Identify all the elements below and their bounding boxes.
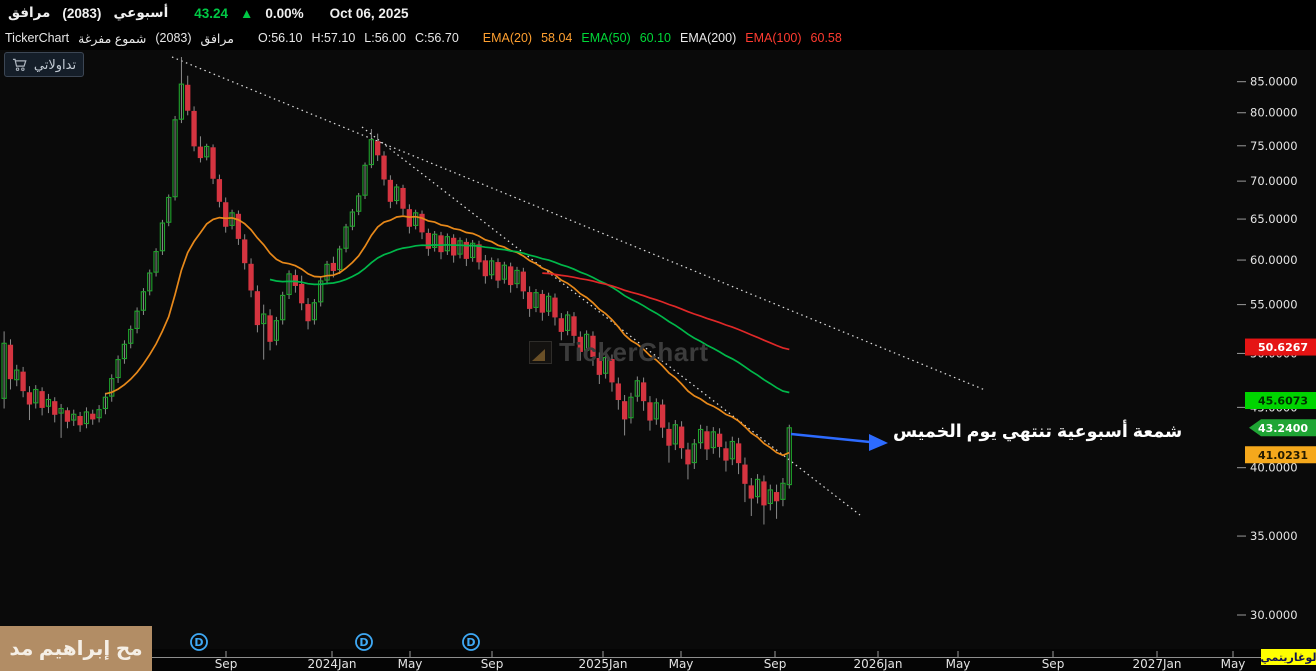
last-price: 43.24	[194, 5, 228, 21]
ema20-value: 58.04	[541, 31, 573, 45]
info-bar: TickerChart شموع مفرغة (2083) مرافق O:56…	[0, 26, 1316, 50]
change-percent: 0.00%	[265, 5, 304, 21]
ema-100-line	[542, 272, 790, 351]
svg-text:2025Jan: 2025Jan	[578, 657, 627, 671]
trendlines	[171, 56, 986, 516]
svg-text:60.0000: 60.0000	[1250, 253, 1298, 267]
svg-text:65.0000: 65.0000	[1250, 212, 1298, 226]
svg-text:2026Jan: 2026Jan	[853, 657, 902, 671]
svg-text:Sep: Sep	[1042, 657, 1065, 671]
svg-text:30.0000: 30.0000	[1250, 608, 1298, 622]
ema-20-line	[105, 215, 790, 457]
svg-text:2024Jan: 2024Jan	[307, 657, 356, 671]
svg-text:May: May	[669, 657, 694, 671]
ema20-label: EMA(20)	[482, 31, 533, 45]
ema100-label: EMA(100)	[745, 31, 802, 45]
symbol-name: مرافق	[8, 5, 51, 20]
candle-type-label: شموع مفرغة	[78, 31, 147, 46]
candle-annotation-text: شمعة أسبوعية تنتهي يوم الخميس	[893, 421, 1183, 441]
svg-text:40.0000: 40.0000	[1250, 461, 1298, 475]
svg-text:D: D	[359, 636, 368, 649]
price-tags: 50.6267 45.6073 43.2400 41.0231	[1245, 338, 1316, 464]
svg-text:45.6073: 45.6073	[1258, 395, 1308, 408]
annotation-arrow	[790, 432, 888, 451]
x-axis-strip	[0, 649, 1316, 671]
svg-text:May: May	[1221, 657, 1246, 671]
svg-text:May: May	[946, 657, 971, 671]
svg-text:Sep: Sep	[764, 657, 787, 671]
timeframe-label[interactable]: أسبوعي	[113, 5, 169, 20]
up-arrow-icon: ▲	[240, 5, 254, 21]
symbol-code: (2083)	[155, 31, 192, 45]
svg-text:May: May	[398, 657, 423, 671]
ema-50-line	[269, 243, 790, 394]
svg-text:Sep: Sep	[215, 657, 238, 671]
svg-text:2027Jan: 2027Jan	[1132, 657, 1181, 671]
user-watermark: مح إبراهيم مد	[0, 626, 152, 671]
quote-date: Oct 06, 2025	[329, 5, 409, 21]
high-value: H:57.10	[311, 31, 356, 45]
svg-text:80.0000: 80.0000	[1250, 106, 1298, 120]
svg-text:50.6267: 50.6267	[1258, 341, 1308, 354]
ema100-value: 60.58	[810, 31, 842, 45]
brand-label: TickerChart	[5, 31, 70, 45]
svg-text:41.0231: 41.0231	[1258, 449, 1308, 462]
low-value: L:56.00	[364, 31, 406, 45]
svg-text:55.0000: 55.0000	[1250, 298, 1298, 312]
log-scale-label[interactable]: لوغاريتمي	[1260, 649, 1316, 665]
close-value: C:56.70	[414, 31, 459, 45]
svg-text:35.0000: 35.0000	[1250, 529, 1298, 543]
open-value: O:56.10	[258, 31, 303, 45]
candles	[1, 57, 792, 525]
my-trades-button[interactable]: تداولاتي	[4, 52, 84, 77]
ema200-label: EMA(200)	[679, 31, 737, 45]
svg-text:Sep: Sep	[481, 657, 504, 671]
svg-text:D: D	[194, 636, 203, 649]
my-trades-label: تداولاتي	[33, 56, 77, 72]
ema-lines	[105, 215, 790, 457]
svg-text:43.2400: 43.2400	[1258, 422, 1308, 435]
x-axis: Sep 2024Jan May Sep 2025Jan May Sep 2026Jan May S…	[0, 651, 1316, 671]
top-bar: مرافق (2083) أسبوعي 43.24 ▲ 0.00% Oct 06…	[0, 0, 1316, 26]
cart-icon	[12, 58, 27, 72]
svg-text:70.0000: 70.0000	[1250, 174, 1298, 188]
svg-text:85.0000: 85.0000	[1250, 75, 1298, 89]
symbol-name: مرافق	[200, 31, 234, 46]
symbol-code: (2083)	[62, 5, 102, 21]
ema50-value: 60.10	[639, 31, 671, 45]
svg-text:D: D	[466, 636, 475, 649]
ema50-label: EMA(50)	[581, 31, 631, 45]
svg-text:75.0000: 75.0000	[1250, 139, 1298, 153]
